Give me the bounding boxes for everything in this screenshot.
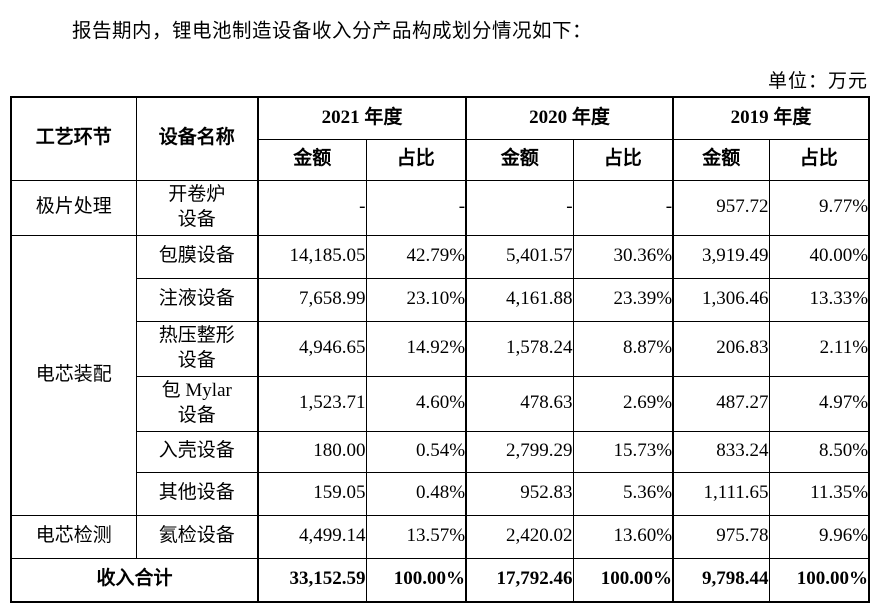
ratio-cell: 42.79% xyxy=(365,234,467,279)
total-row: 收入合计 33,152.59 100.00% 17,792.46 100.00%… xyxy=(10,557,870,603)
table-row: 其他设备 159.05 0.48% 952.83 5.36% 1,111.65 … xyxy=(11,471,870,516)
amount-cell: 180.00 xyxy=(257,430,367,473)
ratio-cell: 30.36% xyxy=(572,234,674,279)
ratio-cell: 9.96% xyxy=(768,514,870,559)
ratio-cell: 40.00% xyxy=(768,234,870,279)
process-cell: 电芯检测 xyxy=(10,514,137,559)
ratio-cell: 0.54% xyxy=(365,430,467,473)
ratio-cell: - xyxy=(572,179,674,236)
amount-cell: 957.72 xyxy=(672,179,770,236)
table-row: 电芯检测 氦检设备 4,499.14 13.57% 2,420.02 13.60… xyxy=(10,514,870,559)
ratio-cell: 23.10% xyxy=(365,277,467,322)
amount-cell: 975.78 xyxy=(672,514,770,559)
ratio-cell: 15.73% xyxy=(572,430,674,473)
revenue-table: 工艺环节 设备名称 2021 年度 2020 年度 2019 年度 金额 占比 … xyxy=(10,96,871,603)
amount-cell: 5,401.57 xyxy=(465,234,574,279)
ratio-cell: - xyxy=(365,179,467,236)
col-header-device: 设备名称 xyxy=(135,96,259,181)
amount-cell: 2,420.02 xyxy=(465,514,574,559)
ratio-cell: 14.92% xyxy=(365,320,467,377)
total-amount-cell: 17,792.46 xyxy=(465,557,574,603)
table-row: 电芯装配 包膜设备 14,185.05 42.79% 5,401.57 30.3… xyxy=(10,234,870,516)
ratio-cell: 2.11% xyxy=(768,320,870,377)
ratio-cell: 4.97% xyxy=(768,375,870,432)
amount-cell: - xyxy=(257,179,367,236)
amount-cell: 3,919.49 xyxy=(672,234,770,279)
amount-cell: 206.83 xyxy=(672,320,770,377)
intro-paragraph: 报告期内，锂电池制造设备收入分产品构成划分情况如下： xyxy=(72,21,593,42)
amount-cell: 4,946.65 xyxy=(257,320,367,377)
table-row: 热压整形 设备 4,946.65 14.92% 1,578.24 8.87% 2… xyxy=(11,320,870,377)
device-cell: 包膜设备 xyxy=(135,234,259,279)
col-header-ratio-2019: 占比 xyxy=(768,138,870,181)
total-ratio-cell: 100.00% xyxy=(365,557,467,603)
device-cell: 开卷炉 设备 xyxy=(135,179,259,236)
col-header-amount-2021: 金额 xyxy=(257,138,367,181)
table-row: 包 Mylar 设备 1,523.71 4.60% 478.63 2.69% 4… xyxy=(11,375,870,432)
amount-cell: 159.05 xyxy=(257,471,367,516)
ratio-cell: 8.50% xyxy=(768,430,870,473)
ratio-cell: 13.33% xyxy=(768,277,870,322)
device-cell: 入壳设备 xyxy=(135,430,259,473)
col-header-ratio-2021: 占比 xyxy=(365,138,467,181)
table-row: 注液设备 7,658.99 23.10% 4,161.88 23.39% 1,3… xyxy=(11,277,870,322)
amount-cell: 1,306.46 xyxy=(672,277,770,322)
col-header-year-2021: 2021 年度 xyxy=(256,96,467,140)
amount-cell: 1,578.24 xyxy=(465,320,574,377)
amount-cell: 2,799.29 xyxy=(465,430,574,473)
device-cell: 热压整形 设备 xyxy=(135,320,259,377)
col-header-amount-2019: 金额 xyxy=(672,138,770,181)
amount-cell: 487.27 xyxy=(672,375,770,432)
total-amount-cell: 33,152.59 xyxy=(257,557,367,603)
device-cell: 注液设备 xyxy=(135,277,259,322)
amount-cell: 4,499.14 xyxy=(257,514,367,559)
amount-cell: 1,111.65 xyxy=(672,471,770,516)
total-amount-cell: 9,798.44 xyxy=(672,557,770,603)
ratio-cell: 2.69% xyxy=(572,375,674,432)
ratio-cell: 4.60% xyxy=(365,375,467,432)
ratio-cell: 11.35% xyxy=(768,471,870,516)
amount-cell: 4,161.88 xyxy=(465,277,574,322)
amount-cell: 1,523.71 xyxy=(257,375,367,432)
table-row: 极片处理 开卷炉 设备 - - - - 957.72 9.77% xyxy=(10,179,870,236)
col-header-year-2020: 2020 年度 xyxy=(465,96,674,140)
amount-cell: 7,658.99 xyxy=(257,277,367,322)
col-header-process: 工艺环节 xyxy=(10,96,137,181)
amount-cell: 478.63 xyxy=(465,375,574,432)
device-cell: 包 Mylar 设备 xyxy=(135,375,259,432)
total-label: 收入合计 xyxy=(10,557,259,603)
ratio-cell: 9.77% xyxy=(768,179,870,236)
col-header-year-2019: 2019 年度 xyxy=(672,96,870,140)
ratio-cell: 0.48% xyxy=(365,471,467,516)
ratio-cell: 13.57% xyxy=(365,514,467,559)
amount-cell: 952.83 xyxy=(465,471,574,516)
col-header-amount-2020: 金额 xyxy=(465,138,574,181)
process-cell: 极片处理 xyxy=(10,179,137,236)
col-header-ratio-2020: 占比 xyxy=(572,138,674,181)
process-cell: 电芯装配 xyxy=(10,234,137,516)
total-ratio-cell: 100.00% xyxy=(768,557,870,603)
ratio-cell: 8.87% xyxy=(572,320,674,377)
amount-cell: 14,185.05 xyxy=(257,234,367,279)
ratio-cell: 13.60% xyxy=(572,514,674,559)
total-ratio-cell: 100.00% xyxy=(572,557,674,603)
amount-cell: - xyxy=(465,179,574,236)
ratio-cell: 23.39% xyxy=(572,277,674,322)
device-cell: 其他设备 xyxy=(135,471,259,516)
amount-cell: 833.24 xyxy=(672,430,770,473)
unit-label: 单位：万元 xyxy=(767,71,868,92)
table-row: 入壳设备 180.00 0.54% 2,799.29 15.73% 833.24… xyxy=(11,430,870,473)
ratio-cell: 5.36% xyxy=(572,471,674,516)
device-cell: 氦检设备 xyxy=(135,514,259,559)
